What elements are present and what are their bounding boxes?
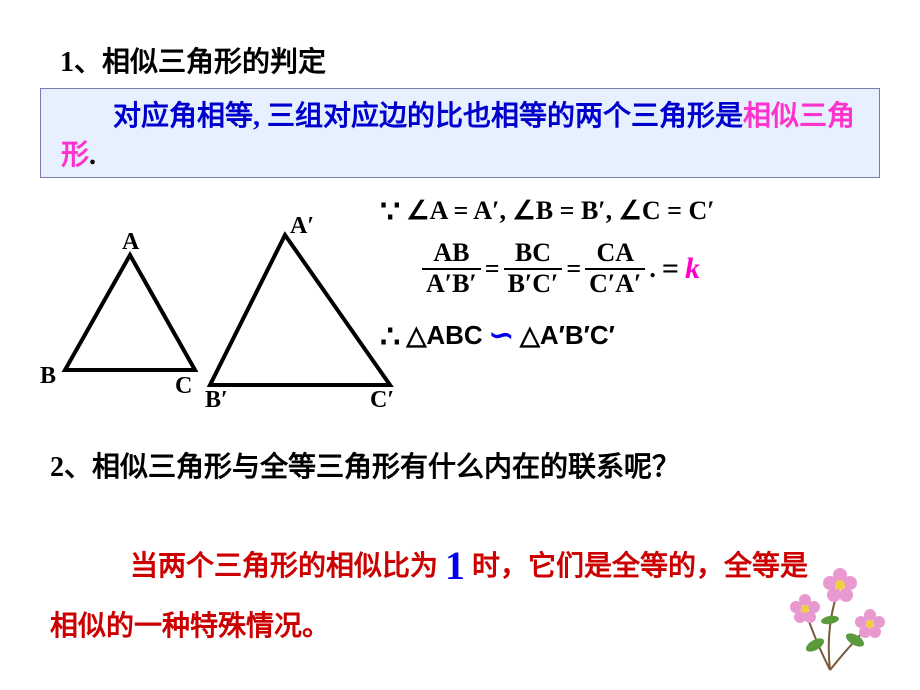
frac-AB: AB A′B′ bbox=[422, 239, 481, 298]
label-A: A bbox=[122, 229, 140, 255]
label-Aprime: A′ bbox=[290, 213, 314, 239]
answer-text: 当两个三角形的相似比为 1 时，它们是全等的，全等是相似的一种特殊情况。 bbox=[50, 530, 810, 652]
frac-CA-den: C′A′ bbox=[585, 268, 645, 299]
similar-symbol: ∽ bbox=[489, 318, 514, 353]
frac-AB-den: A′B′ bbox=[422, 268, 481, 299]
angles-equality: ∠A = A′, ∠B = B′, ∠C = C′ bbox=[406, 196, 714, 226]
definition-box: 对应角相等, 三组对应边的比也相等的两个三角形是相似三角形. bbox=[40, 88, 880, 178]
eq1: = bbox=[485, 254, 500, 284]
frac-AB-num: AB bbox=[429, 239, 473, 268]
triangle-large bbox=[210, 235, 390, 385]
label-C: C bbox=[175, 373, 192, 399]
flower-decoration bbox=[770, 525, 900, 680]
therefore-symbol: ∴ bbox=[380, 320, 400, 352]
answer-part1: 当两个三角形的相似比为 bbox=[130, 551, 445, 582]
definition-text-part1: 对应角相等, 三组对应边的比也相等的两个三角形是 bbox=[113, 101, 743, 132]
frac-CA-num: CA bbox=[592, 239, 638, 268]
flower-svg bbox=[770, 525, 900, 675]
flower-2 bbox=[855, 609, 885, 638]
leaf-3 bbox=[820, 614, 839, 625]
flower-3 bbox=[790, 594, 820, 623]
trailing-dot: . bbox=[649, 254, 656, 284]
heading-2: 2、相似三角形与全等三角形有什么内在的联系呢？ bbox=[50, 445, 680, 485]
because-symbol: ∵ bbox=[380, 195, 400, 227]
triangles-svg: A B C A′ B′ C′ bbox=[30, 195, 400, 415]
triangle-abc-prime: △A′B′C′ bbox=[520, 320, 615, 351]
math-conditions: ∵ ∠A = A′, ∠B = B′, ∠C = C′ AB A′B′ = BC… bbox=[380, 195, 910, 415]
frac-BC-num: BC bbox=[511, 239, 555, 268]
answer-one: 1 bbox=[445, 543, 465, 588]
label-Bprime: B′ bbox=[205, 387, 228, 413]
math-line-angles: ∵ ∠A = A′, ∠B = B′, ∠C = C′ bbox=[380, 195, 910, 227]
frac-BC-den: B′C′ bbox=[504, 268, 563, 299]
k-value: k bbox=[685, 252, 700, 286]
frac-CA: CA C′A′ bbox=[585, 239, 645, 298]
definition-period: . bbox=[89, 140, 96, 171]
triangle-abc: △ABC bbox=[406, 320, 482, 351]
triangle-small bbox=[65, 255, 195, 370]
flower-1 bbox=[823, 568, 857, 602]
eq2: = bbox=[566, 254, 581, 284]
equals-k-prefix: = bbox=[662, 252, 679, 286]
frac-BC: BC B′C′ bbox=[504, 239, 563, 298]
triangles-diagram: A B C A′ B′ C′ bbox=[30, 195, 390, 415]
heading-1: 1、相似三角形的判定 bbox=[60, 40, 326, 80]
label-B: B bbox=[40, 363, 56, 389]
math-line-ratios: AB A′B′ = BC B′C′ = CA C′A′ . = k bbox=[418, 239, 910, 298]
math-line-conclusion: ∴ △ABC ∽ △A′B′C′ bbox=[380, 318, 910, 353]
